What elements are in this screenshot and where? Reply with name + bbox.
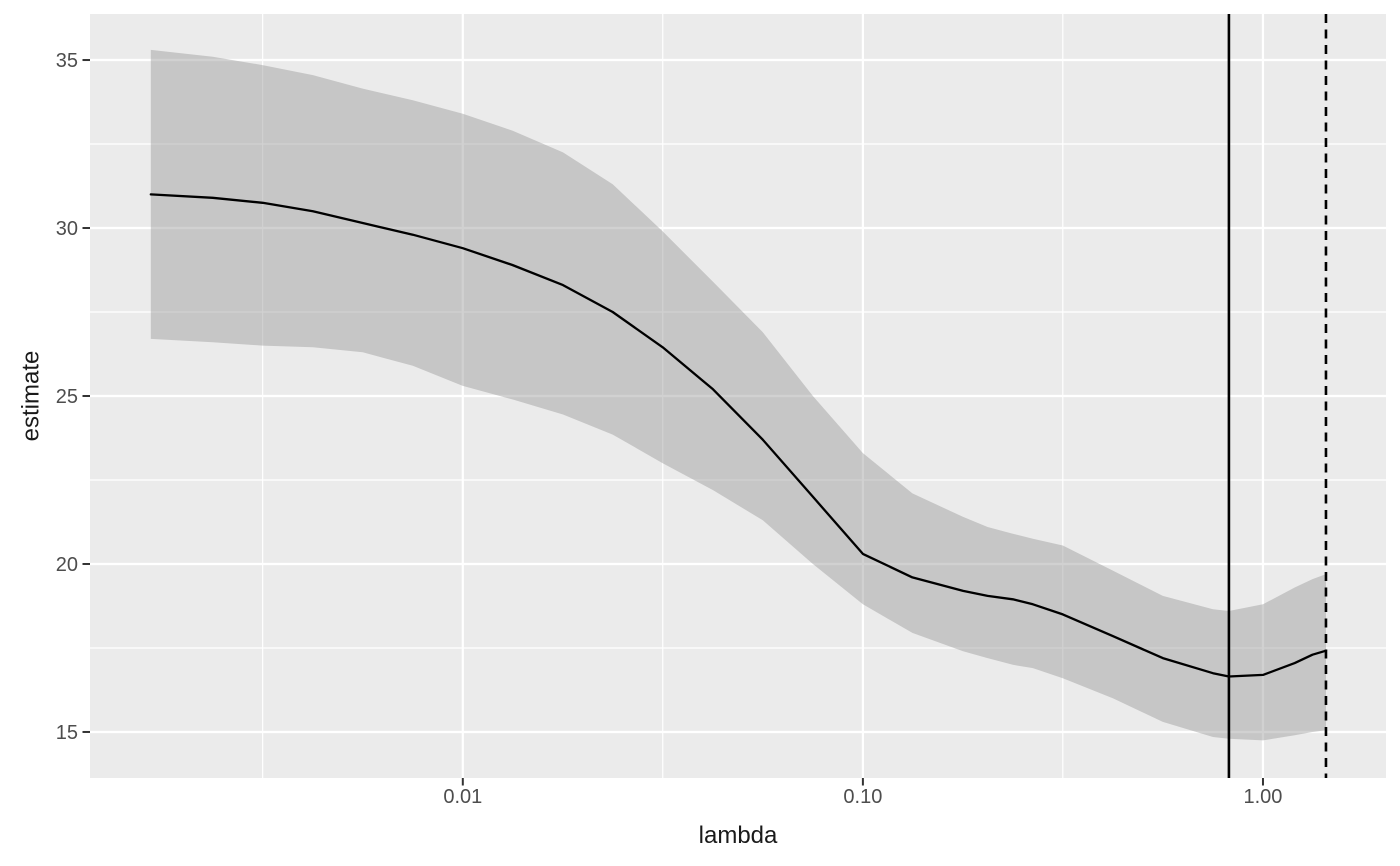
y-tick-label: 20	[56, 554, 78, 576]
y-tick-label: 25	[56, 386, 78, 408]
x-tick-label: 0.01	[443, 786, 482, 808]
y-tick-label: 15	[56, 722, 78, 744]
confidence-ribbon	[150, 49, 1326, 741]
x-tick-label: 0.10	[843, 786, 882, 808]
x-axis-title: lambda	[699, 822, 778, 849]
y-axis-title: estimate	[17, 351, 44, 442]
x-tick-label: 1.00	[1244, 786, 1283, 808]
estimate-curve	[149, 193, 1328, 678]
y-tick-label: 35	[56, 50, 78, 72]
y-tick-label: 30	[56, 218, 78, 240]
